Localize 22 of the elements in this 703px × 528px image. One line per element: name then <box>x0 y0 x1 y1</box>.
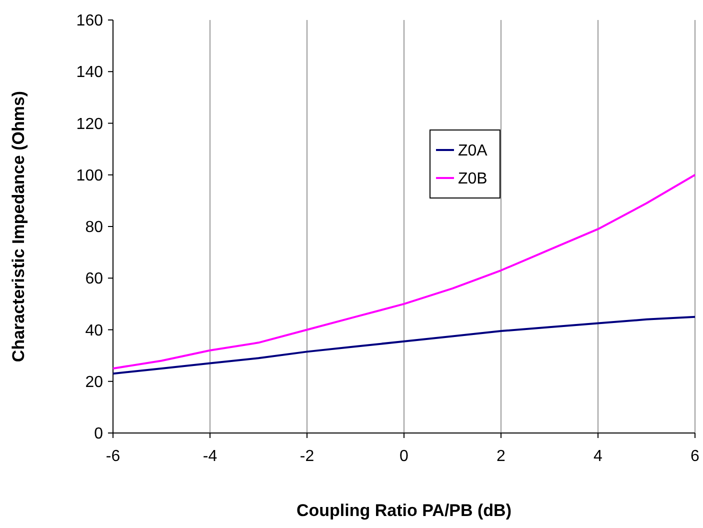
x-tick-label: 2 <box>496 448 506 465</box>
y-tick-label: 40 <box>85 322 104 340</box>
x-tick-label: -6 <box>106 448 120 465</box>
x-axis-title: Coupling Ratio PA/PB (dB) <box>296 501 512 520</box>
y-axis-title: Characteristic Impedance (Ohms) <box>9 90 28 362</box>
line-series <box>112 174 696 370</box>
x-tick-label: -4 <box>202 448 218 465</box>
x-tick-label: 6 <box>690 448 700 465</box>
y-tick-label: 120 <box>76 116 104 133</box>
y-tick-label: 140 <box>76 64 104 82</box>
y-tick-label: 20 <box>85 374 104 391</box>
line-series <box>112 316 696 375</box>
legend-label: Z0A <box>458 142 488 160</box>
y-tick-label: 0 <box>94 426 104 443</box>
x-tick-label: 0 <box>400 448 409 465</box>
x-tick-label: -2 <box>300 448 314 465</box>
x-tick-label: 4 <box>594 448 603 465</box>
y-tick-label: 100 <box>76 167 104 184</box>
y-tick-label: 60 <box>85 270 104 288</box>
legend-label: Z0B <box>458 170 488 188</box>
y-tick-label: 160 <box>76 12 104 30</box>
y-tick-label: 80 <box>85 219 104 236</box>
